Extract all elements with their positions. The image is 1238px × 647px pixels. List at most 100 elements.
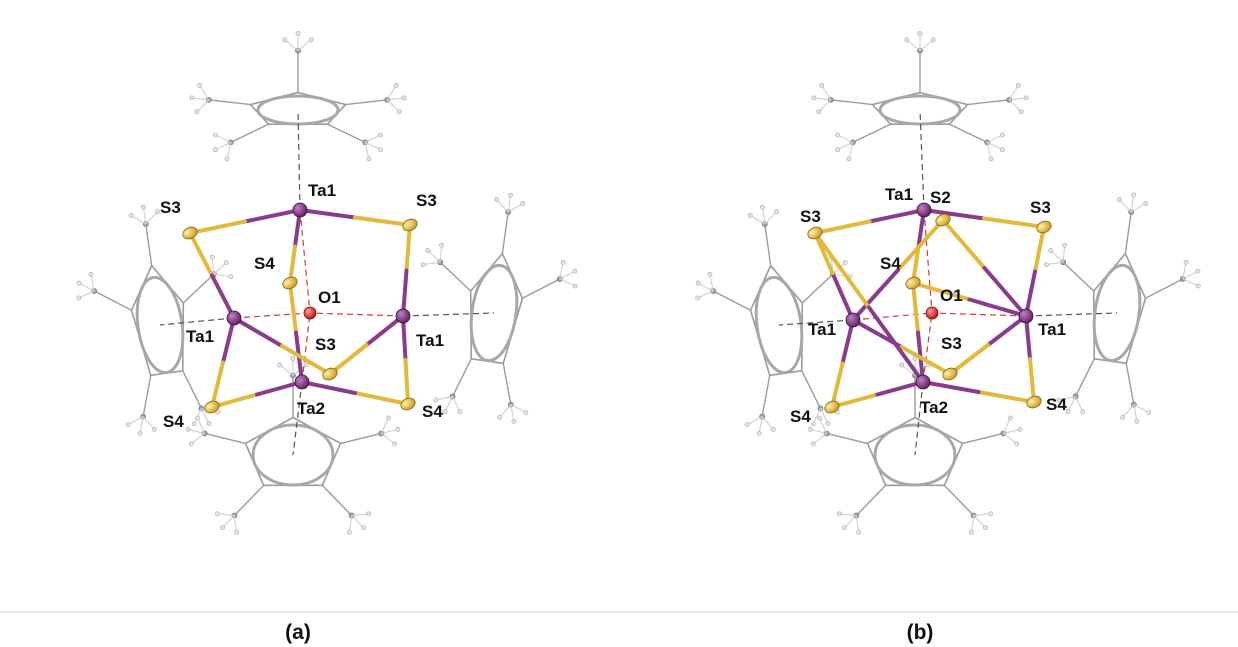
ta-s-bond — [1028, 357, 1036, 404]
oxygen-atom — [925, 306, 939, 320]
hydrogen-atom — [194, 109, 200, 115]
centroid-bonds — [778, 109, 1118, 456]
hydrogen-atom — [401, 95, 407, 101]
hydrogen-atom — [295, 31, 301, 36]
centroid-bonds — [159, 109, 495, 456]
hydrogen-atom — [125, 422, 131, 428]
tantalum-atom — [845, 312, 861, 328]
ta-oxo-dash — [301, 312, 311, 383]
core-atoms — [807, 202, 1052, 414]
atom-label-s3-upper-right: S3 — [1030, 198, 1051, 217]
hydrogen-atom — [695, 280, 701, 286]
ta-centroid-dash — [1025, 312, 1118, 317]
hydrogen-atom — [361, 525, 366, 531]
atom-label-ta1-left: Ta1 — [186, 327, 214, 346]
hydrogen-atom — [817, 415, 822, 421]
ta-s-bond — [188, 231, 214, 278]
hydrogen-atom — [842, 260, 848, 265]
hydrogen-atom — [1018, 109, 1024, 115]
ta-s-bond — [1033, 225, 1046, 274]
sulfur-atom — [935, 213, 951, 227]
cp-star-ligand-1 — [189, 31, 407, 162]
hydrogen-atom — [1043, 262, 1049, 268]
ta-s-bond — [353, 215, 412, 227]
hydrogen-atom — [810, 441, 816, 447]
hydrogen-atom — [1008, 415, 1013, 421]
ta-s-bond — [404, 223, 412, 273]
tantalum-atom — [226, 310, 242, 326]
hydrogen-atom — [1062, 242, 1067, 248]
hydrogen-atom — [1017, 427, 1023, 432]
hydrogen-atom — [695, 295, 701, 301]
ta-s-bond — [813, 231, 871, 310]
sulfur-atom — [322, 367, 338, 381]
hydrogen-atom — [189, 95, 195, 101]
ta-s-bond — [896, 218, 945, 272]
ta-oxo-dash — [852, 312, 933, 321]
ta-s-bonds — [188, 208, 412, 409]
ta-oxo-dash — [309, 312, 404, 317]
hydrogen-atom — [1080, 409, 1086, 415]
hydrogen-atom — [277, 362, 283, 368]
hydrogen-atom — [210, 254, 215, 260]
hydrogen-atom — [835, 147, 840, 153]
hydrogen-atom — [303, 362, 309, 368]
hydrogen-atom — [837, 511, 842, 517]
hydrogen-atom — [185, 427, 191, 432]
hydrogen-atom — [155, 209, 160, 215]
atom-label-s3-center: S3 — [941, 334, 962, 353]
hydrogen-atom — [572, 268, 578, 274]
hydrogen-atom — [396, 109, 402, 115]
hydrogen-atom — [442, 409, 448, 415]
atom-label-s4-lower-left: S4 — [163, 412, 184, 431]
hydrogen-atom — [497, 415, 503, 420]
hydrogen-atom — [347, 529, 352, 535]
cp-star-ligand-1 — [811, 31, 1029, 162]
pentamethylcyclopentadienyl-ligands — [695, 31, 1201, 535]
atom-label-s4-inner: S4 — [880, 254, 901, 273]
ta-oxo-dash — [931, 312, 1027, 317]
ta-s-bond — [328, 343, 369, 376]
hydrogen-atom — [917, 31, 923, 36]
atom-label-s3-upper-left: S3 — [160, 198, 181, 217]
ta-s-bond — [364, 314, 405, 347]
hydrogen-atom — [774, 209, 779, 215]
atom-label-s4-lower-right: S4 — [422, 402, 443, 421]
hydrogen-atom — [1048, 248, 1054, 253]
hydrogen-atom — [1014, 441, 1020, 447]
hydrogen-atom — [393, 83, 399, 88]
hydrogen-atom — [88, 271, 94, 277]
ta-s-bond — [280, 344, 332, 376]
hydrogen-atom — [137, 430, 143, 436]
hydrogen-atom — [228, 274, 234, 280]
hydrogen-atom — [308, 37, 314, 43]
sulfur-atom — [204, 400, 220, 414]
hydrogen-atom — [457, 409, 463, 415]
ta-s-bond — [921, 380, 981, 394]
ta-oxo-dash — [922, 312, 933, 383]
hydrogen-atom — [206, 421, 212, 427]
hydrogen-atom — [560, 259, 566, 265]
sulfur-atom — [182, 226, 198, 240]
tantalum-atom — [916, 202, 932, 218]
hydrogen-atom — [1143, 200, 1149, 206]
hydrogen-atom — [756, 430, 762, 436]
hydrogen-atom — [1000, 132, 1005, 138]
ta-oxo-dash — [299, 209, 311, 314]
hydrogen-atom — [835, 132, 840, 138]
panel-caption-a: (a) — [285, 621, 311, 644]
ta-s-bond — [875, 380, 925, 397]
atom-label-ta1-top: Ta1 — [308, 181, 336, 200]
ta-centroid-dash — [402, 312, 495, 317]
hydrogen-atom — [988, 156, 994, 162]
ta-s-bond — [867, 305, 925, 384]
atom-label-s2: S2 — [930, 188, 951, 207]
hydrogen-atom — [224, 156, 230, 162]
hydrogen-atom — [744, 422, 750, 428]
ta-s-bond — [899, 345, 952, 376]
ta-s-bond — [830, 361, 845, 409]
hydrogen-atom — [392, 441, 398, 447]
structure-panel-a: Ta1 S3 S3 S4 O1 Ta1 Ta1 S3 S4 Ta2 S4 — [76, 31, 578, 535]
ta-s-bond — [243, 208, 302, 224]
